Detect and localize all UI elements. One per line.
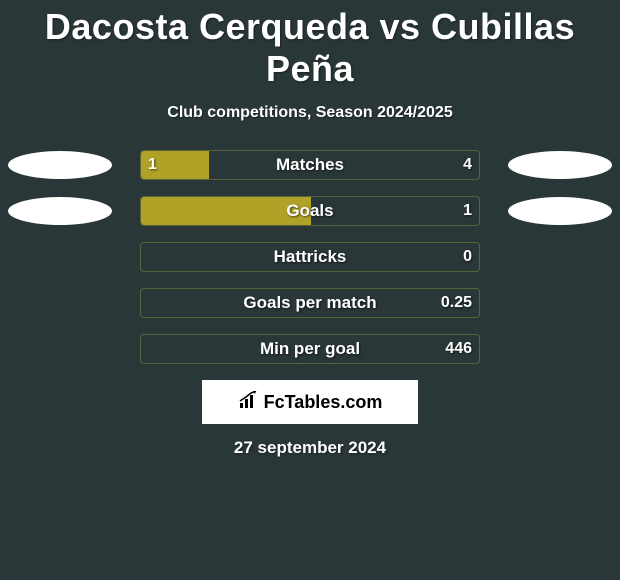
logo-box: FcTables.com (202, 380, 418, 424)
stat-row: Hattricks0 (0, 242, 620, 272)
player-left-marker (8, 197, 112, 225)
stat-value-right: 0 (463, 242, 472, 272)
bar-track (140, 242, 480, 272)
page-title: Dacosta Cerqueda vs Cubillas Peña (0, 0, 620, 90)
chart-icon (238, 391, 260, 414)
stat-row: Matches14 (0, 150, 620, 180)
stat-value-right: 4 (463, 150, 472, 180)
stat-value-left: 1 (148, 150, 157, 180)
bar-fill (141, 197, 311, 225)
stat-value-right: 1 (463, 196, 472, 226)
bar-track (140, 150, 480, 180)
stat-row: Goals per match0.25 (0, 288, 620, 318)
logo: FcTables.com (238, 391, 383, 414)
bar-track (140, 196, 480, 226)
player-right-marker (508, 197, 612, 225)
player-left-marker (8, 151, 112, 179)
date-label: 27 september 2024 (0, 438, 620, 458)
stat-row: Goals1 (0, 196, 620, 226)
stat-row: Min per goal446 (0, 334, 620, 364)
comparison-chart: Matches14Goals1Hattricks0Goals per match… (0, 150, 620, 364)
page-subtitle: Club competitions, Season 2024/2025 (0, 104, 620, 122)
bar-track (140, 334, 480, 364)
player-right-marker (508, 151, 612, 179)
bar-track (140, 288, 480, 318)
stat-value-right: 0.25 (441, 288, 472, 318)
logo-text: FcTables.com (264, 392, 383, 413)
stat-value-right: 446 (445, 334, 472, 364)
